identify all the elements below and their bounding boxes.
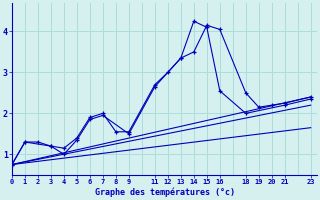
X-axis label: Graphe des températures (°c): Graphe des températures (°c) bbox=[95, 188, 235, 197]
